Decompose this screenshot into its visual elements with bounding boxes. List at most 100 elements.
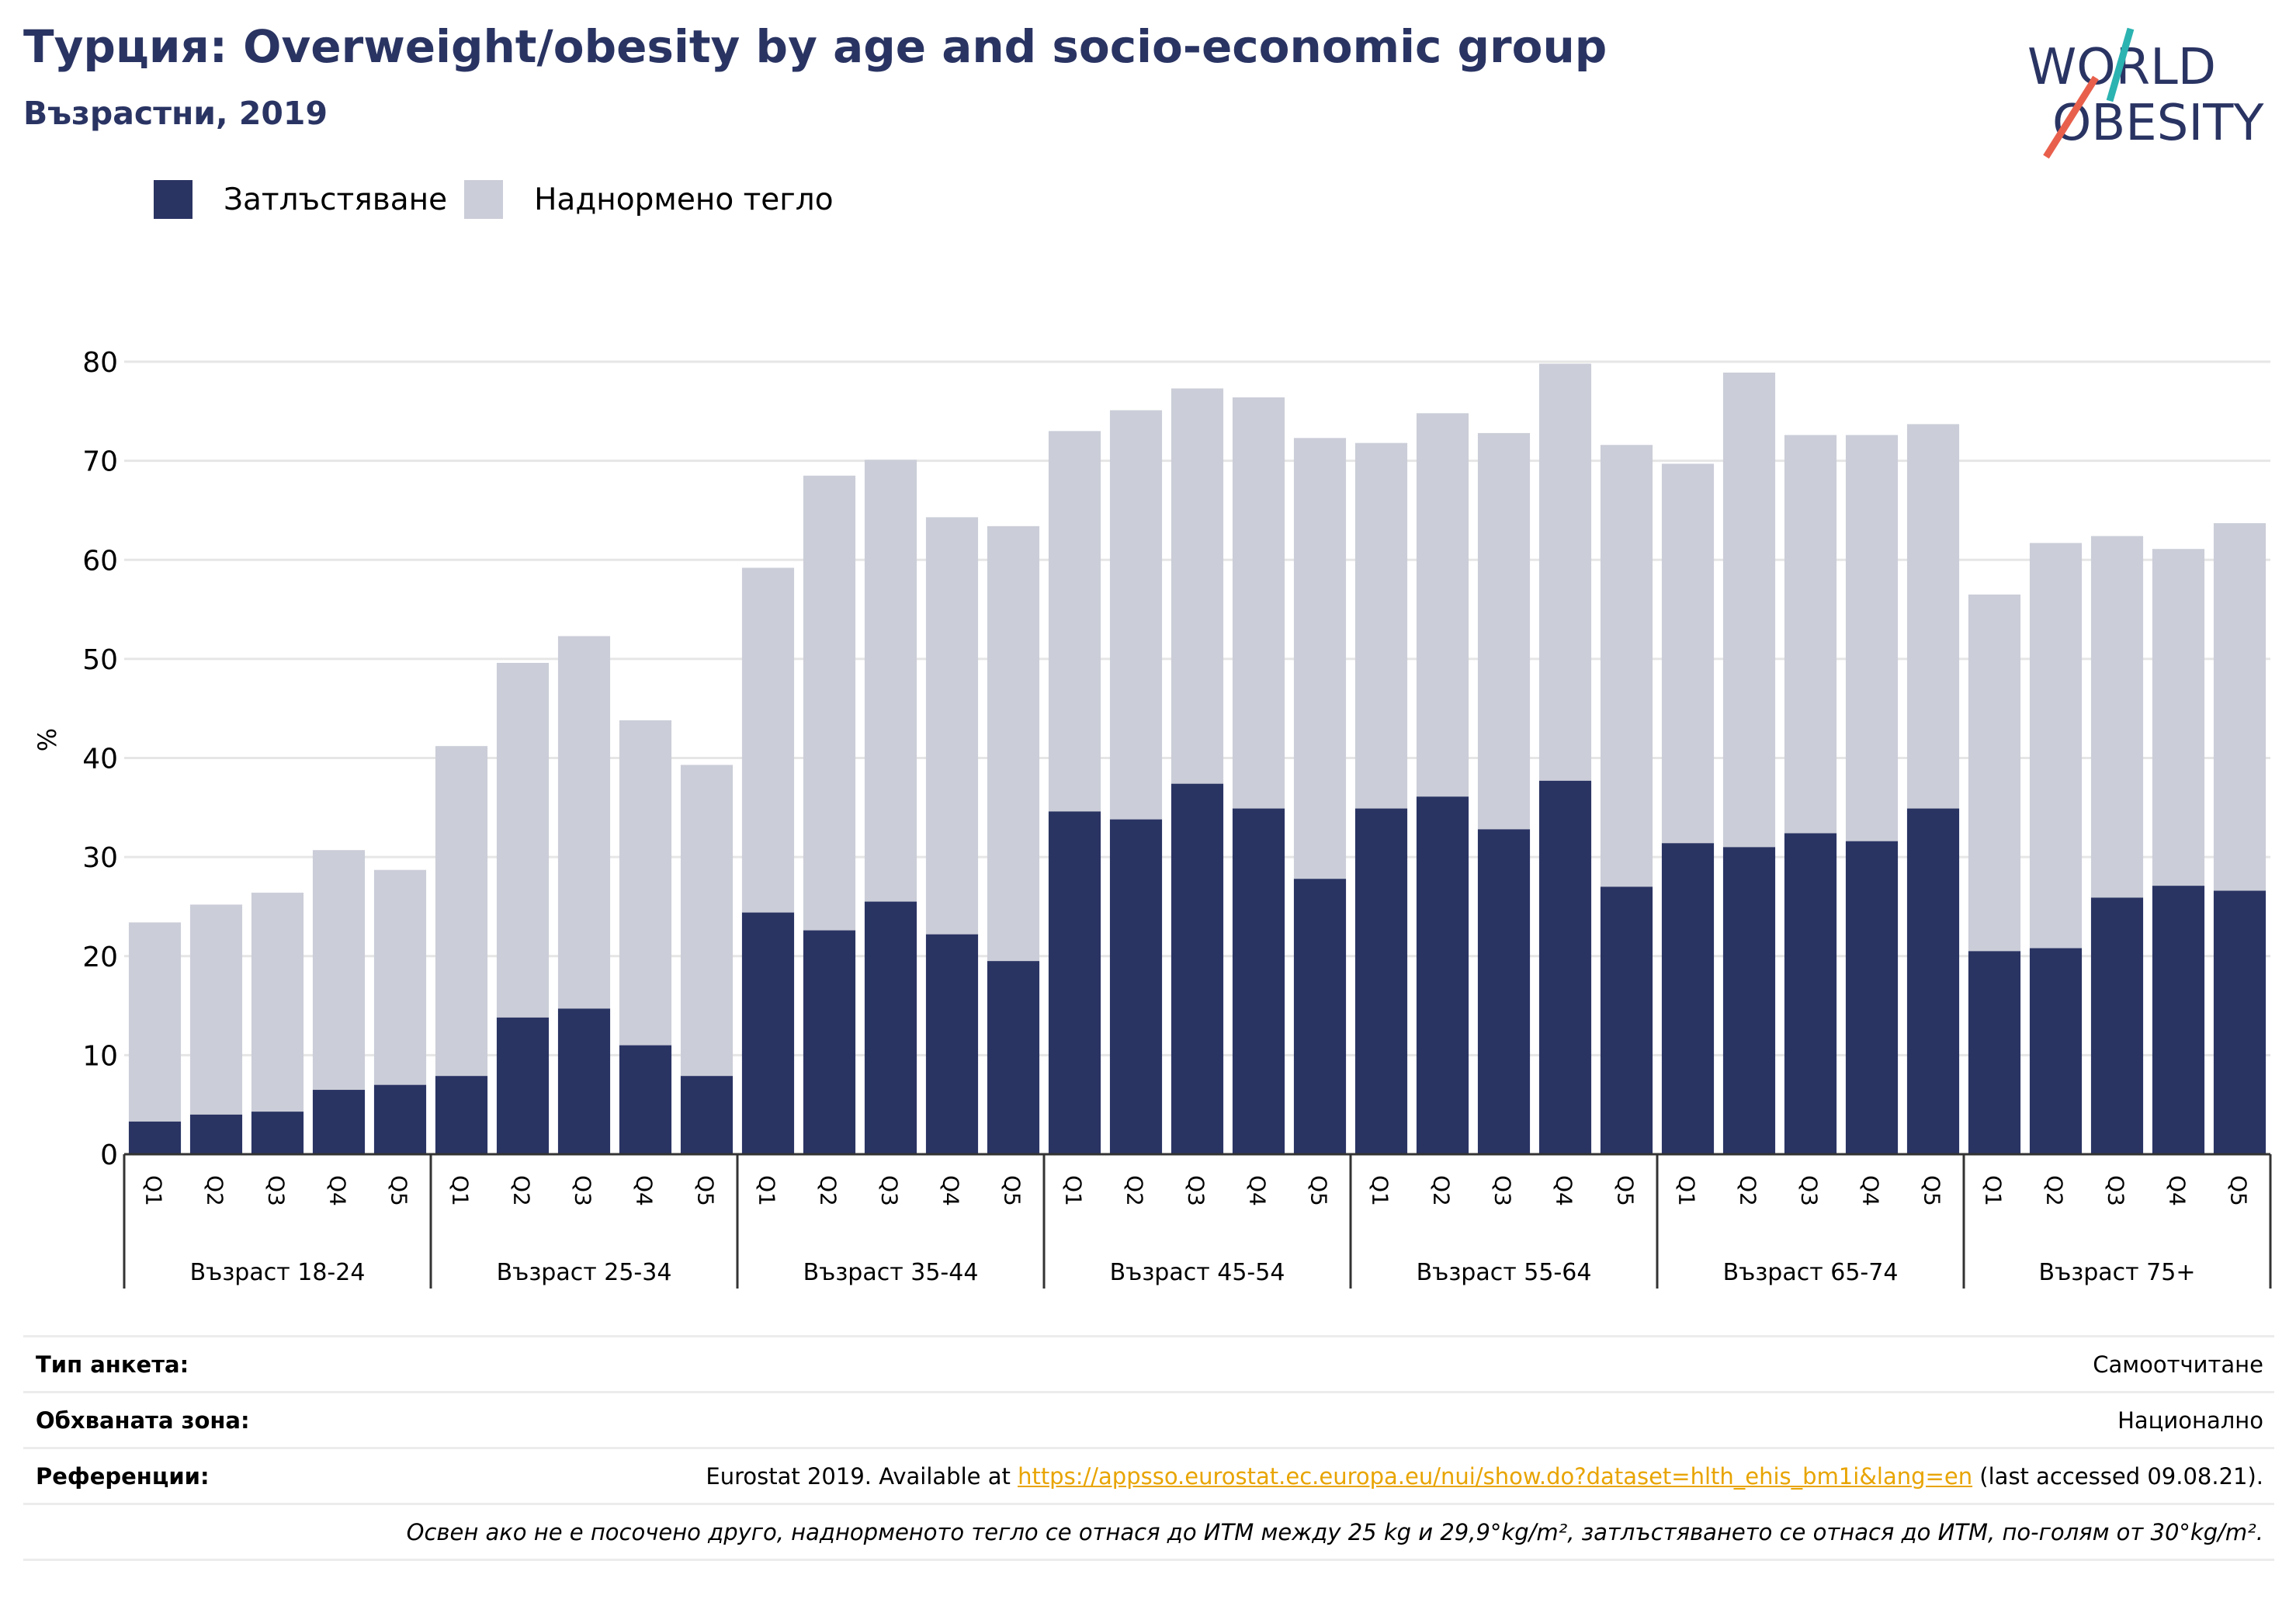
bar-overweight	[680, 765, 734, 1077]
bar-overweight	[1722, 373, 1776, 848]
survey-type-value: Самоотчитане	[2093, 1351, 2263, 1378]
y-tick-label: 10	[82, 1040, 118, 1072]
reference-suffix: (last accessed 09.08.21).	[1972, 1462, 2263, 1490]
logo-accent-red	[2043, 75, 2099, 159]
bar-overweight	[435, 746, 488, 1077]
legend-label-overweight: Наднормено тегло	[534, 182, 834, 217]
x-tick-label: Q3	[1490, 1175, 1516, 1206]
y-tick-label: 30	[82, 842, 118, 874]
bar-overweight	[1845, 435, 1899, 841]
x-tick-label: Q1	[1368, 1175, 1393, 1206]
group-label: Възраст 45-54	[1110, 1259, 1285, 1286]
y-tick-label: 20	[82, 942, 118, 973]
legend-item-overweight: Наднормено тегло	[464, 180, 834, 219]
x-tick-label: Q3	[2104, 1175, 2129, 1206]
bar-overweight	[1784, 435, 1837, 834]
x-tick-label: Q1	[1674, 1175, 1700, 1206]
bar-overweight	[1171, 388, 1224, 784]
bar-obesity	[987, 961, 1040, 1154]
bar-obesity	[1722, 847, 1776, 1154]
y-tick-label: 60	[82, 545, 118, 577]
x-tick-label: Q2	[2042, 1175, 2068, 1206]
bar-obesity	[2029, 948, 2083, 1154]
group-label: Възраст 55-64	[1417, 1259, 1592, 1286]
x-tick-label: Q5	[1000, 1175, 1025, 1206]
bar-obesity	[2090, 897, 2144, 1154]
x-tick-label: Q2	[1736, 1175, 1761, 1206]
bar-overweight	[1109, 410, 1163, 820]
chart-title: Турция: Overweight/obesity by age and so…	[23, 20, 1608, 73]
bar-obesity	[680, 1076, 734, 1154]
x-tick-label: Q5	[1920, 1175, 1945, 1206]
x-tick-label: Q2	[1122, 1175, 1148, 1206]
group-label: Възраст 18-24	[190, 1259, 366, 1286]
legend-label-obesity: Затлъстяване	[224, 182, 448, 217]
bar-obesity	[189, 1114, 243, 1154]
bar-overweight	[619, 720, 672, 1046]
footer-row-note: Освен ако не е посочено друго, наднормен…	[23, 1505, 2274, 1561]
world-obesity-logo: WORLD OBESITY	[2027, 27, 2264, 159]
x-tick-label: Q4	[1245, 1175, 1271, 1206]
bar-obesity	[496, 1017, 550, 1154]
x-tick-label: Q5	[693, 1175, 719, 1206]
x-tick-label: Q3	[877, 1175, 903, 1206]
bar-overweight	[864, 460, 917, 902]
bar-obesity	[1416, 796, 1469, 1154]
bar-overweight	[1600, 445, 1653, 887]
x-tick-label: Q2	[203, 1175, 228, 1206]
x-tick-label: Q2	[509, 1175, 535, 1206]
bar-obesity	[1661, 843, 1715, 1154]
footer-row-references: Референции: Eurostat 2019. Available at …	[23, 1449, 2274, 1505]
coverage-area-label: Обхваната зона:	[36, 1406, 250, 1434]
group-label: Възраст 65-74	[1723, 1259, 1899, 1286]
reference-prefix: Eurostat 2019. Available at	[706, 1462, 1018, 1490]
bar-obesity	[1232, 808, 1285, 1154]
bar-obesity	[1354, 808, 1408, 1154]
bar-overweight	[1293, 438, 1347, 879]
x-tick-label: Q4	[325, 1175, 351, 1206]
x-tick-label: Q4	[632, 1175, 657, 1206]
bar-obesity	[1845, 841, 1899, 1154]
bar-obesity	[619, 1045, 672, 1154]
bar-obesity	[2213, 890, 2267, 1154]
bar-obesity	[741, 912, 795, 1154]
logo-line2: OBESITY	[2052, 95, 2264, 152]
bar-obesity	[2152, 886, 2205, 1154]
x-tick-label: Q5	[1306, 1175, 1332, 1206]
chart-subtitle: Възрастни, 2019	[23, 95, 328, 132]
y-tick-label: 40	[82, 744, 118, 775]
x-tick-label: Q3	[571, 1175, 596, 1206]
bar-overweight	[1477, 432, 1531, 830]
legend-swatch-obesity	[154, 180, 192, 219]
bar-overweight	[1661, 463, 1715, 844]
bar-obesity	[435, 1076, 488, 1154]
bar-overweight	[1232, 397, 1285, 809]
x-tick-label: Q3	[264, 1175, 290, 1206]
x-tick-label: Q1	[754, 1175, 780, 1206]
bar-obesity	[128, 1121, 182, 1154]
x-tick-label: Q5	[2226, 1175, 2252, 1206]
bar-obesity	[1109, 819, 1163, 1154]
bar-overweight	[557, 636, 611, 1009]
legend-swatch-overweight	[464, 180, 504, 219]
bar-overweight	[1968, 594, 2021, 952]
bar-obesity	[925, 934, 979, 1154]
bar-overweight	[496, 662, 550, 1018]
group-label: Възраст 25-34	[497, 1259, 672, 1286]
y-tick-label: 50	[82, 644, 118, 676]
bar-obesity	[557, 1008, 611, 1154]
bar-overweight	[312, 850, 366, 1091]
bar-overweight	[2152, 549, 2205, 886]
references-label: Референции:	[36, 1462, 210, 1490]
survey-type-label: Тип анкета:	[36, 1351, 189, 1378]
footer-table: Тип анкета: Самоотчитане Обхваната зона:…	[23, 1335, 2274, 1561]
bar-obesity	[803, 930, 856, 1154]
y-tick-label: 70	[82, 446, 118, 478]
reference-link[interactable]: https://appsso.eurostat.ec.europa.eu/nui…	[1018, 1462, 1973, 1490]
bar-obesity	[1538, 780, 1592, 1154]
bar-overweight	[987, 525, 1040, 962]
bar-obesity	[1293, 879, 1347, 1154]
x-tick-label: Q4	[1858, 1175, 1884, 1206]
definition-note: Освен ако не е посочено друго, наднормен…	[406, 1518, 2263, 1545]
bar-obesity	[864, 901, 917, 1154]
